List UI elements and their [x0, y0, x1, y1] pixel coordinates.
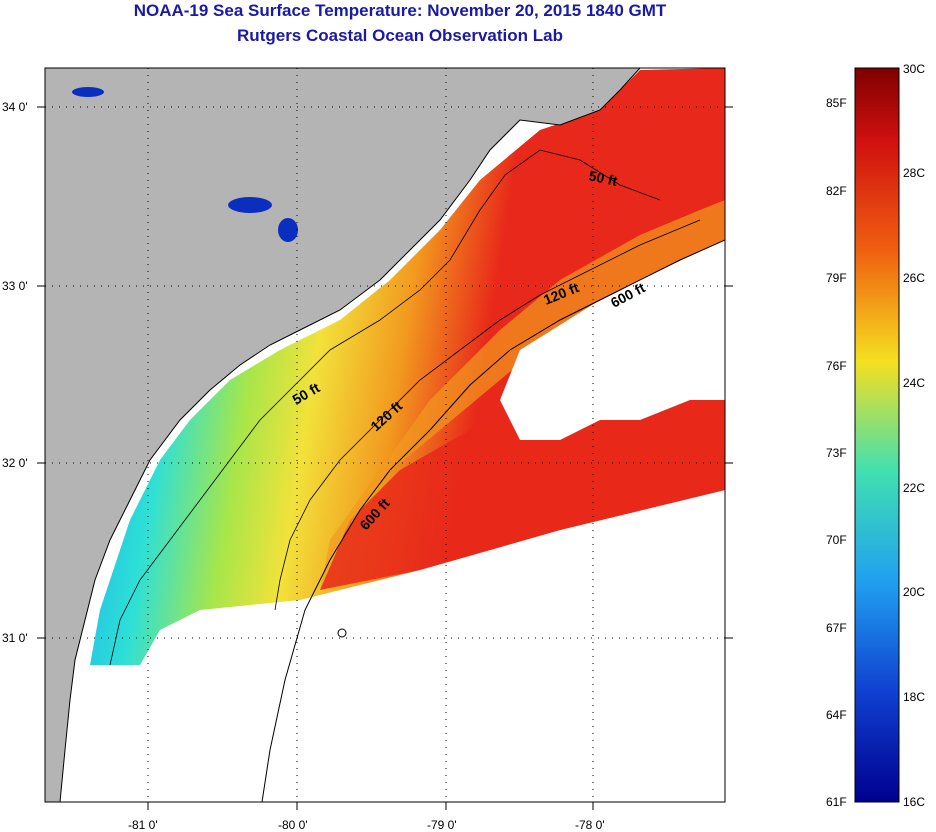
lon-label-79: -79 0' [427, 818, 457, 832]
cb-f-82: 82F [826, 184, 847, 198]
axis-ticks [37, 106, 733, 810]
map-border [44, 67, 726, 803]
cb-c-28: 28C [903, 166, 926, 180]
contour-50ft [109, 149, 661, 666]
cb-c-18: 18C [903, 690, 926, 704]
cb-f-61: 61F [826, 795, 847, 809]
lat-label-33: 33 0' [2, 279, 28, 293]
cb-c-22: 22C [903, 481, 926, 495]
cb-f-64: 64F [826, 708, 847, 722]
cb-f-67: 67F [826, 621, 847, 635]
lake-nc [72, 87, 104, 97]
contour-600ft [261, 239, 725, 802]
lon-label-81: -81 0' [128, 818, 158, 832]
contour-120ft [274, 219, 701, 611]
lat-label-34: 34 0' [2, 100, 28, 114]
cb-f-73: 73F [826, 446, 847, 460]
lon-label-78: -78 0' [575, 818, 605, 832]
lon-label-80: -80 0' [278, 818, 308, 832]
sst-warm-core [320, 395, 725, 590]
contour-label-50ft-a: 50 ft [587, 167, 619, 189]
land-mass [45, 68, 640, 802]
sst-orange-band [320, 200, 725, 590]
lat-label-31: 31 0' [2, 631, 28, 645]
lake-marion [228, 197, 272, 213]
contour-closed-circle [337, 628, 347, 638]
cb-c-20: 20C [903, 585, 926, 599]
lat-label-32: 32 0' [2, 456, 28, 470]
lake-moultrie [278, 218, 298, 242]
map-subtitle: Rutgers Coastal Ocean Observation Lab [237, 26, 563, 45]
map-content [45, 68, 725, 802]
cb-f-85: 85F [826, 96, 847, 110]
sst-cloud-gap [500, 240, 725, 440]
colorbar-scale [854, 67, 900, 803]
cb-c-30: 30C [903, 62, 926, 76]
map-title: NOAA-19 Sea Surface Temperature: Novembe… [133, 1, 667, 20]
cb-c-16: 16C [903, 795, 926, 809]
coastline [59, 68, 641, 802]
cb-f-76: 76F [826, 359, 847, 373]
cb-f-70: 70F [826, 533, 847, 547]
cb-c-24: 24C [903, 376, 926, 390]
cb-f-79: 79F [826, 271, 847, 285]
cb-c-26: 26C [903, 271, 926, 285]
